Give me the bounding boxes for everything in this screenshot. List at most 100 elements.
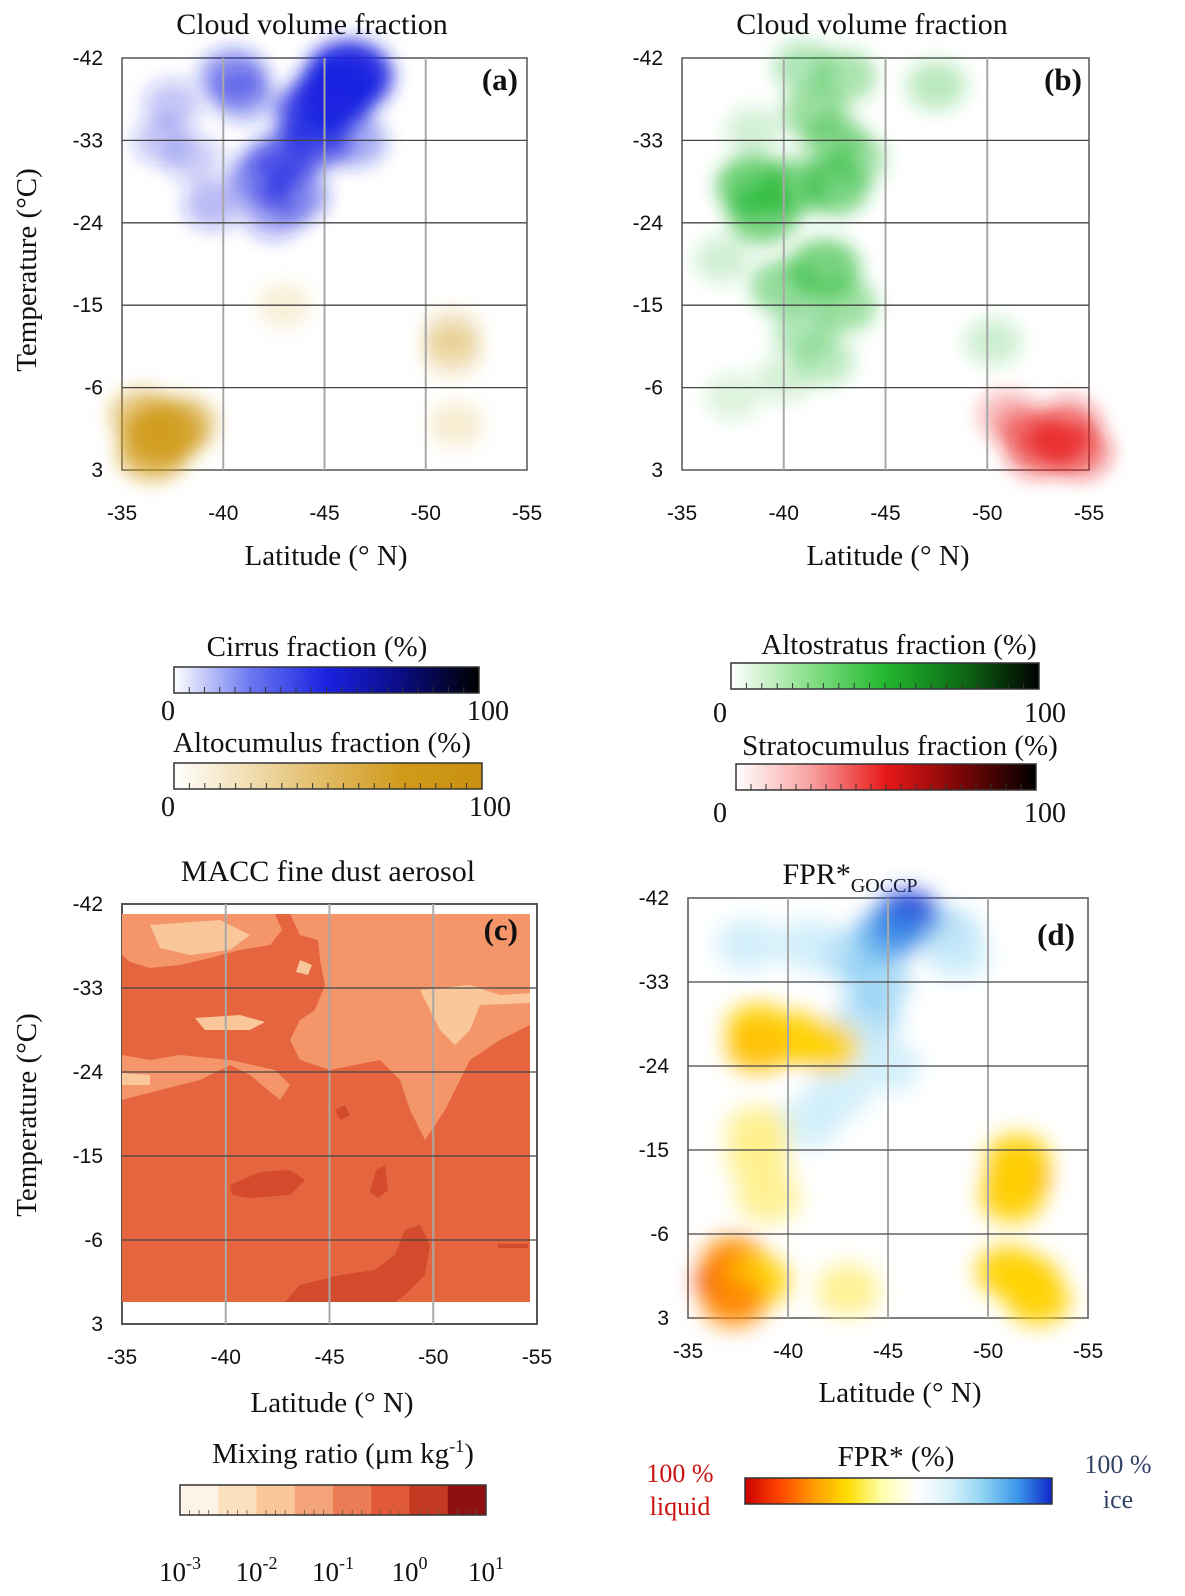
x-tick-label: -35 bbox=[673, 1340, 703, 1363]
altostratus-colorbar-ticks bbox=[745, 683, 1025, 689]
cloud-fraction-point bbox=[164, 135, 222, 183]
dust-region-light-2 bbox=[296, 960, 312, 975]
mixing-ratio-tick-label: 10-2 bbox=[236, 1553, 278, 1587]
y-tick-label: -24 bbox=[633, 212, 664, 235]
y-tick-label: 3 bbox=[91, 1313, 103, 1336]
y-tick-label: -6 bbox=[650, 1223, 669, 1246]
x-tick-label: -55 bbox=[522, 1346, 552, 1369]
x-tick-label: -55 bbox=[512, 502, 542, 525]
fpr-point bbox=[776, 1096, 840, 1148]
panel-b-x-ticks: -35 -40 -45 -50 -55 bbox=[667, 502, 1104, 525]
panel-b-xlabel: Latitude (° N) bbox=[807, 540, 970, 572]
fpr-point bbox=[986, 1133, 1050, 1186]
fpr-point bbox=[776, 918, 840, 971]
y-tick-label: -24 bbox=[639, 1055, 670, 1078]
panel-b-grid bbox=[682, 58, 1089, 470]
panel-c-dust-field bbox=[122, 914, 530, 1302]
y-tick-label: -33 bbox=[73, 129, 103, 152]
fpr-colorbar-liquid: liquid bbox=[650, 1492, 711, 1521]
panel-a-cloud-field bbox=[109, 40, 484, 482]
dust-region-dark-3 bbox=[335, 1105, 350, 1120]
cirrus-colorbar-title: Cirrus fraction (%) bbox=[207, 631, 428, 663]
x-tick-label: -50 bbox=[972, 502, 1002, 525]
panel-b-label: (b) bbox=[1044, 62, 1082, 97]
dust-region-light-4 bbox=[420, 985, 530, 1045]
altocumulus-colorbar-max: 100 bbox=[469, 792, 511, 823]
y-tick-label: -15 bbox=[633, 294, 663, 317]
panel-a-label: (a) bbox=[482, 62, 518, 97]
panel-a-x-ticks: -35 -40 -45 -50 -55 bbox=[107, 502, 542, 525]
y-tick-label: 3 bbox=[91, 459, 103, 482]
panel-a-ylabel: Temperature (°C) bbox=[11, 168, 43, 372]
dust-region-dark-2 bbox=[370, 1165, 388, 1198]
fpr-point bbox=[926, 928, 990, 980]
cloud-fraction-point bbox=[423, 308, 481, 357]
altostratus-colorbar-max: 100 bbox=[1024, 698, 1066, 729]
dust-region-dark-4 bbox=[285, 1225, 430, 1302]
y-tick-label: -15 bbox=[73, 1145, 103, 1168]
panel-d: FPR*GOCCP -35 -40 -45 -50 -55 -42 -33 -24 -15 -6… bbox=[639, 858, 1104, 1409]
panel-a-title: Cloud volume fraction bbox=[176, 8, 448, 41]
y-tick-label: -24 bbox=[73, 1061, 104, 1084]
panel-c-label: (c) bbox=[484, 912, 518, 947]
cirrus-colorbar-max: 100 bbox=[467, 696, 509, 727]
mixing-ratio-tick-label: 10-3 bbox=[159, 1553, 201, 1587]
x-tick-label: -35 bbox=[667, 502, 697, 525]
altostratus-colorbar-min: 0 bbox=[713, 698, 727, 729]
x-tick-label: -45 bbox=[309, 502, 339, 525]
altocumulus-colorbar-title: Altocumulus fraction (%) bbox=[173, 727, 471, 759]
panel-b: Cloud volume fraction -35 -40 -45 -50 -55 -4… bbox=[633, 8, 1113, 572]
panel-b-cloud-field bbox=[694, 41, 1113, 480]
x-tick-label: -50 bbox=[411, 502, 441, 525]
panel-c-ylabel: Temperature (°C) bbox=[11, 1013, 43, 1217]
fpr-colorbar-ice: ice bbox=[1103, 1485, 1133, 1514]
x-tick-label: -40 bbox=[773, 1340, 803, 1363]
x-tick-label: -40 bbox=[211, 1346, 241, 1369]
x-tick-label: -40 bbox=[769, 502, 799, 525]
y-tick-label: -42 bbox=[73, 47, 103, 70]
panel-c-x-ticks: -35 -40 -45 -50 -55 bbox=[107, 1346, 552, 1369]
dust-region-dark-1 bbox=[230, 1170, 305, 1198]
dust-region-light-5 bbox=[122, 1073, 150, 1085]
cloud-fraction-point bbox=[212, 68, 275, 121]
y-tick-label: -6 bbox=[644, 377, 663, 400]
cloud-fraction-point bbox=[243, 188, 305, 240]
y-tick-label: -42 bbox=[73, 893, 103, 916]
cloud-fraction-point bbox=[978, 390, 1038, 440]
fpr-colorbar-ice-pct: 100 % bbox=[1084, 1450, 1151, 1479]
x-tick-label: -40 bbox=[208, 502, 238, 525]
cloud-fraction-point bbox=[965, 318, 1022, 366]
y-tick-label: -15 bbox=[73, 294, 103, 317]
cirrus-colorbar-ticks bbox=[188, 687, 465, 693]
panel-c: MACC fine dust aerosol -35 -40 -45 -50 -55 -… bbox=[11, 855, 552, 1419]
x-tick-label: -45 bbox=[873, 1340, 903, 1363]
panel-d-y-ticks: -42 -33 -24 -15 -6 3 bbox=[639, 887, 670, 1330]
panel-d-label: (d) bbox=[1037, 917, 1075, 952]
fpr-point bbox=[702, 1275, 766, 1328]
mixing-ratio-tick-label: 101 bbox=[468, 1553, 504, 1587]
fpr-point bbox=[816, 1264, 880, 1316]
mixing-ratio-colorbar bbox=[179, 1484, 487, 1516]
mixing-ratio-colorbar-frame bbox=[179, 1484, 487, 1516]
mixing-ratio-colorbar-ticks: 10-3 10-2 10-1 100 101 bbox=[159, 1553, 504, 1587]
y-tick-label: 3 bbox=[651, 459, 663, 482]
cloud-fraction-point bbox=[823, 132, 887, 185]
y-tick-label: -24 bbox=[73, 212, 104, 235]
colorbars-bottom: Mixing ratio (μm kg-1) 10-3 10-2 10-1 100 10… bbox=[159, 1436, 1152, 1587]
fpr-point bbox=[726, 1021, 790, 1074]
mixing-ratio-tick-label: 10-1 bbox=[312, 1553, 354, 1587]
panel-a-grid bbox=[122, 58, 527, 470]
fpr-colorbar-liquid-pct: 100 % bbox=[646, 1459, 713, 1488]
panel-a-y-ticks: -42 -33 -24 -15 -6 3 bbox=[73, 47, 104, 482]
x-tick-label: -55 bbox=[1074, 502, 1104, 525]
y-tick-label: -42 bbox=[633, 47, 663, 70]
cloud-fraction-point bbox=[705, 374, 760, 420]
dust-region-light-3 bbox=[195, 1015, 265, 1030]
altocumulus-colorbar-min: 0 bbox=[161, 792, 175, 823]
y-tick-label: -33 bbox=[639, 971, 669, 994]
cloud-fraction-point bbox=[1005, 424, 1071, 479]
y-tick-label: -33 bbox=[73, 977, 103, 1000]
cloud-fraction-point bbox=[773, 41, 835, 93]
